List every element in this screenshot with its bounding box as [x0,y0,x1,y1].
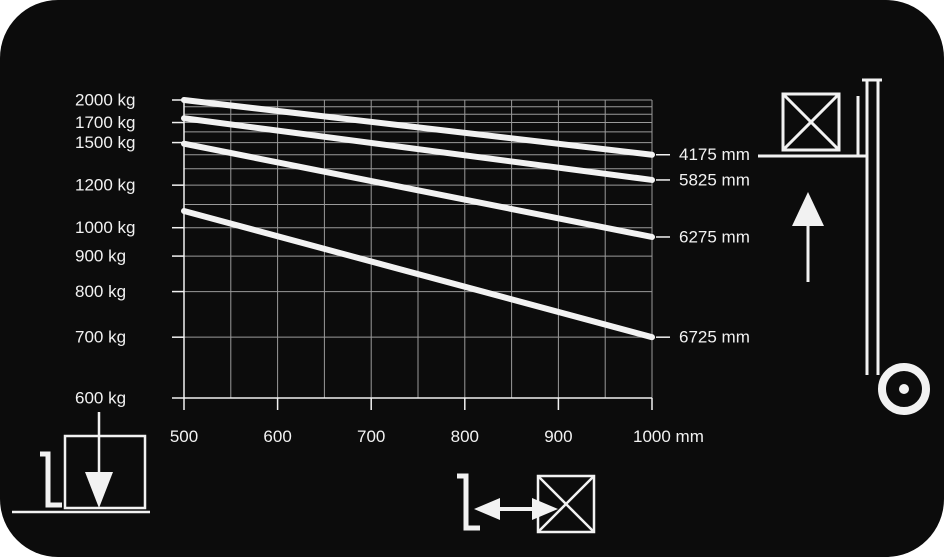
y-tick-label: 1000 kg [75,218,136,237]
x-tick-label: 800 [451,427,479,446]
lift-up-arrow-icon [792,192,824,226]
series-label: 4175 mm [679,145,750,164]
load-center-distance-icon [457,473,596,534]
y-tick-label: 1200 kg [75,176,136,195]
x-tick-label: 1000 mm [633,427,704,446]
lower-down-arrow-icon [85,472,113,508]
y-tick-label: 1500 kg [75,133,136,152]
distance-left-arrowhead-icon [474,498,500,520]
series-label: 5825 mm [679,170,750,189]
y-tick-label: 900 kg [75,247,126,266]
distance-right-arrowhead-icon [532,498,558,520]
series-line [181,140,655,240]
y-tick-label: 600 kg [75,388,126,407]
series-line [181,115,655,183]
series-label: 6725 mm [679,328,750,347]
y-tick-label: 700 kg [75,328,126,347]
y-axis-ticks: 600 kg 700 kg 800 kg 900 kg 1000 kg 1200 kg 15… [75,90,184,407]
x-tick-label: 600 [263,427,291,446]
series-line [181,97,655,158]
y-tick-label: 800 kg [75,282,126,301]
x-tick-label: 700 [357,427,385,446]
forklift-lift-height-icon [758,78,930,415]
y-tick-label: 1700 kg [75,113,136,132]
forklift-lowering-icon [12,412,150,514]
series-labels: 4175 mm 5825 mm 6275 mm 6725 mm [656,145,750,347]
y-tick-label: 2000 kg [75,90,136,109]
series-line [181,208,655,341]
chart-series [181,97,655,341]
x-tick-label: 500 [170,427,198,446]
chart-grid [184,99,653,398]
x-axis-ticks: 500 600 700 800 900 1000 mm [170,398,704,446]
x-tick-label: 900 [544,427,572,446]
series-label: 6275 mm [679,227,750,246]
chart-axes [183,100,652,399]
